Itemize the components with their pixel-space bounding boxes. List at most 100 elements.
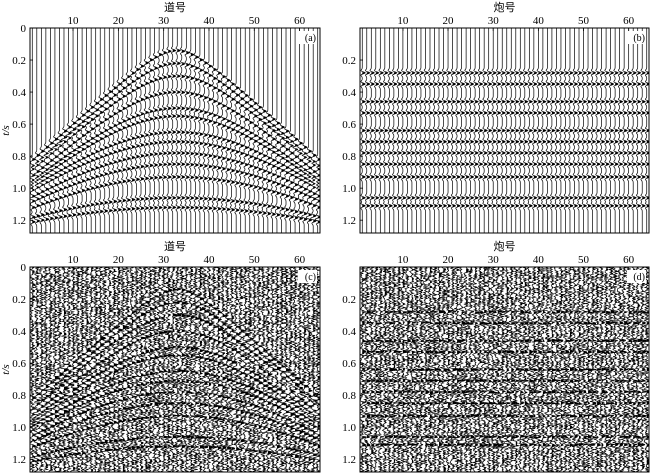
trace-fill [484,267,490,472]
trace-wiggle [167,267,180,472]
x-tick-label: 40 [533,254,545,266]
trace-fill [434,72,438,208]
trace-fill [213,267,219,471]
trace-fill [204,270,210,472]
panel-label: (a) [305,33,316,44]
x-tick-label: 50 [249,254,261,266]
x-tick-label: 20 [443,254,455,266]
x-tick-label: 60 [623,15,635,27]
trace-fill [86,267,92,471]
trace-wiggle [276,267,287,472]
trace-wiggle [125,28,132,233]
trace-fill [150,58,154,210]
trace-fill [68,268,74,472]
trace-fill [308,150,312,222]
trace-wiggle [202,28,209,233]
trace-wiggle [127,267,138,472]
x-tick-label: 40 [203,254,215,266]
trace-fill [141,270,147,472]
trace-wiggle [193,28,199,233]
x-tick-label: 10 [68,254,80,266]
trace-fill [511,267,517,470]
trace-wiggle [88,28,95,233]
trace-fill [452,267,458,472]
trace-fill [295,138,299,219]
trace-wiggle [307,267,319,472]
trace-fill [479,72,483,208]
plot-frame [29,27,321,234]
trace-wiggle [47,28,55,233]
trace-fill [588,72,592,208]
trace-wiggle [83,28,91,233]
trace-wiggle [278,28,286,233]
trace-fill [222,267,228,472]
trace-fill [484,72,488,208]
trace-wiggle [157,28,163,233]
trace-fill [389,267,395,472]
trace-fill [267,114,271,216]
y-tick-label: 1.0 [12,183,26,195]
trace-fill [529,271,535,472]
panel-label: (b) [633,33,645,44]
x-tick-label: 50 [578,254,590,266]
trace-fill [77,267,82,472]
trace-fill [538,72,542,208]
trace-wiggle [263,267,275,472]
trace-wiggle [247,28,254,233]
trace-fill [95,102,99,214]
trace-fill [258,267,264,472]
trace-fill [272,118,276,216]
trace-fill [624,72,628,208]
trace-fill [506,72,510,208]
trace-wiggle [258,267,270,472]
trace-wiggle [42,28,50,233]
panel-label: (c) [305,272,316,283]
trace-wiggle [251,28,258,233]
trace-fill [574,270,580,471]
y-tick-label: 1.2 [12,454,26,466]
trace-wiggle [148,28,154,233]
panel-b: 10 20 30 40 50 60 炮号 0.2 0.4 0.6 0.8 1.0 1.2 (b) [342,1,650,234]
trace-fill [91,106,95,214]
trace-wiggle [79,28,86,233]
trace-fill [366,72,370,208]
y-axis-title: t/s [0,125,12,135]
trace-fill [556,271,562,472]
x-tick-label: 40 [533,15,545,27]
trace-wiggle [303,267,314,472]
panel-c: 10 20 30 40 50 60 道号 0 0.2 0.4 0.6 0.8 1.0 1.2 t/s (c) [0,239,321,473]
trace-fill [520,72,524,208]
x-tick-label: 50 [249,15,261,27]
trace-fill [41,150,45,222]
trace-fill [393,267,400,472]
trace-fill [547,268,553,472]
trace-fill [122,268,128,472]
trace-wiggle [134,28,141,233]
trace-wiggle [299,267,310,472]
trace-fill [267,267,274,472]
y-tick-label: 0.8 [342,151,356,163]
trace-fill [610,268,616,472]
trace-wiggle [113,267,126,472]
trace-fill [50,142,54,221]
trace-wiggle [123,267,134,472]
trace-wiggle [152,28,159,233]
trace-fill [195,268,201,471]
trace-fill [529,72,533,208]
trace-fill [402,72,406,208]
trace-fill [443,72,447,208]
trace-fill [637,72,641,208]
x-tick-label: 30 [488,254,500,266]
trace-wiggle [216,28,222,233]
trace-fill [254,268,260,472]
trace-fill [45,146,49,221]
y-tick-label: 0.4 [12,326,26,338]
trace-fill [506,270,512,472]
trace-fill [118,268,124,472]
trace-wiggle [175,28,181,233]
y-tick-label: 0.8 [12,390,26,402]
trace-fill [308,267,314,472]
trace-fill [91,267,97,472]
x-tick-label: 40 [203,15,215,27]
trace-fill [263,110,267,215]
